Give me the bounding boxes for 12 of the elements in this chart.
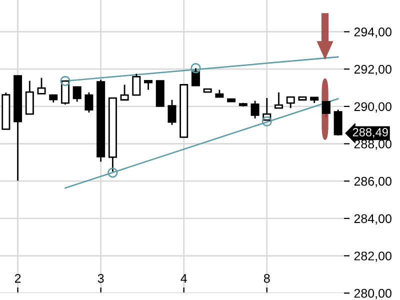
y-tick-label: 292,00 (354, 64, 392, 76)
y-tick-label: 282,00 (354, 252, 392, 262)
x-tick-label: 3 (98, 274, 104, 283)
x-tick-label: 4 (180, 274, 187, 283)
x-tick-label: 8 (264, 274, 270, 283)
y-tick-label: 286,00 (354, 176, 392, 188)
text: 288,49 (352, 128, 388, 138)
y-tick-label: 294,00 (354, 28, 392, 38)
y-tick-label: 284,00 (354, 214, 392, 225)
y-tick-label: 290,00 (354, 102, 392, 113)
x-tick-label: 2 (14, 274, 21, 283)
y-tick-label: 280,00 (354, 288, 392, 300)
